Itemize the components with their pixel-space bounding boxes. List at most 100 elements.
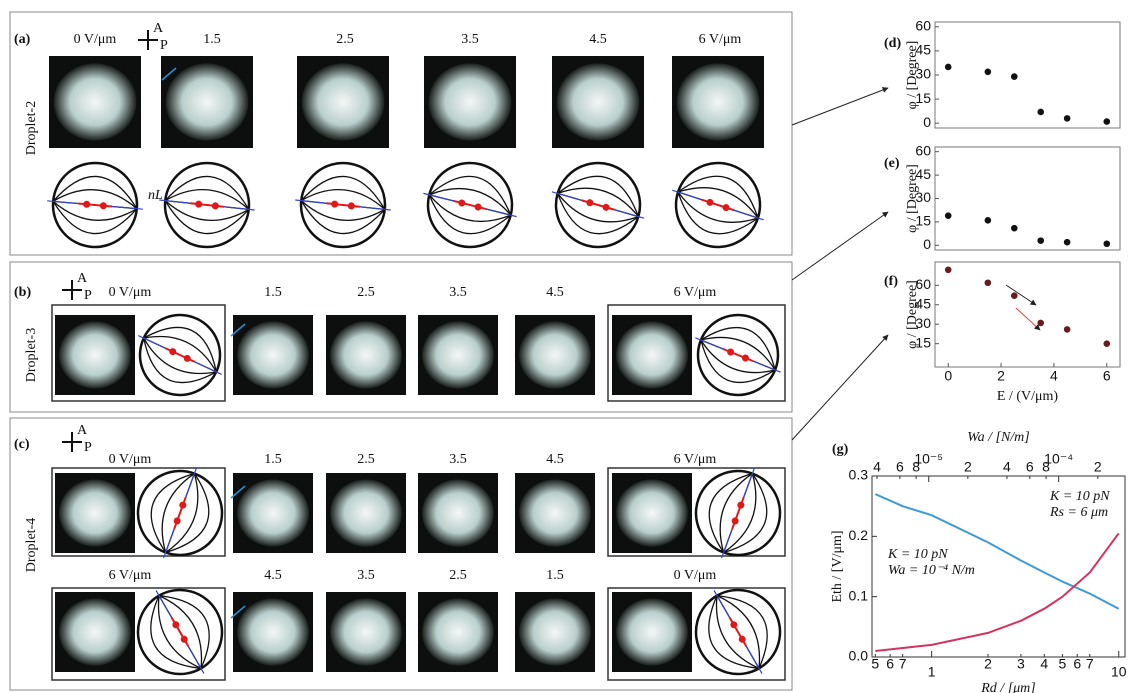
- point: [1037, 109, 1044, 116]
- panel-label: (b): [14, 285, 31, 300]
- director-diagram: [540, 151, 655, 258]
- y-tick-label: 0.0: [849, 648, 869, 664]
- micrograph-blob: [616, 479, 688, 546]
- director-diagram: [121, 299, 238, 410]
- field-label: 4.5: [546, 285, 564, 300]
- x-tick-label: 1: [928, 664, 936, 680]
- micrograph-blob: [422, 479, 494, 546]
- field-label: 3.5: [357, 568, 375, 583]
- micrograph-blob: [330, 598, 402, 665]
- director-diagram: [44, 159, 147, 251]
- point: [1011, 292, 1018, 299]
- director-diagram: [659, 150, 776, 260]
- point: [1064, 326, 1071, 333]
- micrograph-blob: [59, 479, 131, 546]
- panel-label: (c): [14, 437, 30, 452]
- analyzer-label: A: [77, 423, 88, 438]
- x-tick-label: 5: [1059, 656, 1067, 672]
- micrograph-blob: [422, 598, 494, 665]
- micrograph-blob: [302, 63, 385, 140]
- x-tick-label: 6: [886, 656, 894, 672]
- connector: [792, 212, 888, 280]
- field-label: 3.5: [449, 452, 467, 467]
- micrograph-blob: [59, 598, 131, 665]
- panel-label: (e): [884, 156, 900, 171]
- trend-arrow: [1006, 285, 1036, 305]
- polarizer-label: P: [84, 288, 92, 303]
- plot-frame: [935, 147, 1120, 250]
- droplet-label: Droplet-3: [24, 328, 39, 382]
- y-tick-label: 60: [915, 142, 931, 158]
- micrograph-blob: [422, 321, 494, 388]
- analyzer-label: A: [153, 21, 164, 36]
- x2-tick-label: 2: [964, 459, 972, 475]
- point: [1103, 118, 1110, 125]
- micrograph-blob: [237, 321, 309, 388]
- micrograph-blob: [616, 598, 688, 665]
- field-label: 0 V/μm: [109, 452, 152, 467]
- point: [985, 68, 992, 75]
- point: [1064, 239, 1071, 246]
- field-label: 3.5: [449, 285, 467, 300]
- y-axis-label: φ / [Degree]: [905, 41, 920, 110]
- panel-label: (g): [832, 442, 849, 457]
- y-axis-label: φ / [Degree]: [905, 280, 920, 349]
- field-label: 1.5: [264, 452, 282, 467]
- micrograph-blob: [166, 63, 249, 140]
- point: [1103, 240, 1110, 247]
- x-tick-label: 7: [1086, 656, 1094, 672]
- x-tick-label: 4: [1050, 368, 1058, 384]
- x-tick-label: 6: [1073, 656, 1081, 672]
- point: [945, 266, 952, 273]
- trend-arrow: [1016, 308, 1040, 330]
- x2-tick-label: 4: [873, 459, 881, 475]
- field-label: 2.5: [336, 32, 354, 47]
- field-label: 2.5: [449, 568, 467, 583]
- y-tick-label: 0: [923, 236, 931, 252]
- annotation: r: [247, 476, 253, 491]
- y-axis-label: φ / [Degree]: [905, 164, 920, 233]
- point: [1011, 73, 1018, 80]
- point: [945, 212, 952, 219]
- point: [1037, 237, 1044, 244]
- x-tick-label: 5: [871, 656, 879, 672]
- x-tick-label: 4: [1040, 656, 1048, 672]
- figure: (a)Droplet-2AP0 V/μm1.52.53.54.56 V/μmrn…: [0, 0, 1130, 693]
- field-label: 1.5: [546, 568, 564, 583]
- field-label: 1.5: [264, 285, 282, 300]
- point: [1103, 340, 1110, 347]
- field-label: 4.5: [589, 32, 607, 47]
- droplet-label: Droplet-2: [24, 101, 39, 155]
- polarizer-label: P: [160, 38, 168, 53]
- point: [985, 217, 992, 224]
- director-diagram: [155, 158, 259, 252]
- point: [1011, 225, 1018, 232]
- field-label: 6 V/μm: [674, 285, 717, 300]
- director-diagram: [682, 454, 794, 573]
- x-tick-label: 0: [944, 368, 952, 384]
- field-label: 1.5: [203, 32, 221, 47]
- micrograph-blob: [519, 321, 591, 388]
- y-tick-label: 0.3: [849, 467, 869, 483]
- plot-frame: [935, 262, 1120, 367]
- annotation: K = 10 pN: [887, 547, 948, 562]
- field-label: 0 V/μm: [74, 32, 117, 47]
- field-label: 6 V/μm: [109, 568, 152, 583]
- field-label: 0 V/μm: [674, 568, 717, 583]
- annotation: r: [247, 596, 253, 611]
- point: [1064, 115, 1071, 122]
- y-tick-label: 0: [923, 114, 931, 130]
- panel-label: (f): [884, 274, 898, 289]
- point: [1037, 320, 1044, 327]
- director-diagram: [291, 158, 395, 252]
- micrograph-blob: [557, 63, 640, 140]
- field-label: 4.5: [546, 452, 564, 467]
- micrograph-blob: [519, 479, 591, 546]
- micrograph-blob: [54, 63, 137, 140]
- y-tick-label: 0.2: [849, 527, 869, 543]
- panel-label: (a): [14, 32, 31, 47]
- director-diagram: [680, 301, 795, 410]
- connector: [792, 335, 888, 440]
- field-label: 3.5: [461, 32, 479, 47]
- micrograph-blob: [677, 63, 760, 140]
